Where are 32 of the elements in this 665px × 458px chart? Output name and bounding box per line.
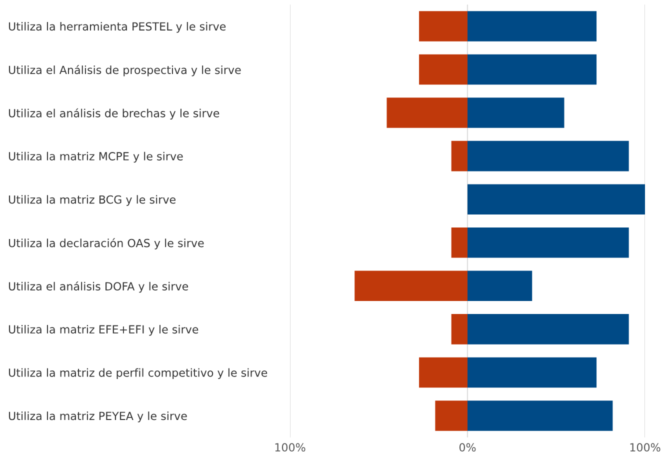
- y-tick-label: Utiliza la matriz MCPE y le sirve: [8, 152, 183, 163]
- bar: [468, 270, 532, 302]
- y-tick-label: Utiliza el análisis de brechas y le sirve: [8, 108, 220, 120]
- y-tick-label: Utiliza la matriz de perfil competitivo y le sirve: [8, 368, 268, 379]
- bar: [468, 400, 613, 431]
- bar: [451, 227, 468, 258]
- y-tick-label: Utiliza el análisis DOFA y le sirve: [8, 281, 188, 293]
- x-tick-label: 100%: [275, 443, 306, 452]
- y-tick-label: Utiliza la matriz BCG y le sirve: [8, 195, 176, 206]
- bar: [468, 184, 645, 214]
- y-tick-label: Utiliza la matriz EFE+EFI y le sirve: [8, 324, 198, 336]
- bar: [435, 400, 468, 431]
- y-tick-label: Utiliza la matriz PEYEA y le sirve: [8, 412, 187, 422]
- bar: [468, 357, 597, 388]
- bar: [419, 357, 468, 388]
- x-tick-label: 100%: [630, 443, 660, 452]
- y-tick-label: Utiliza la declaración OAS y le sirve: [8, 238, 204, 250]
- bar: [468, 314, 629, 344]
- bar: [468, 11, 597, 42]
- bar: [419, 11, 468, 42]
- bar: [451, 314, 468, 344]
- y-tick-label: Utiliza la herramienta PESTEL y le sirve: [8, 22, 226, 33]
- bar: [468, 227, 629, 258]
- bar: [386, 98, 468, 128]
- bar: [468, 140, 629, 172]
- x-tick-label: 0%: [459, 443, 476, 452]
- bar: [468, 54, 597, 85]
- bar: [419, 54, 468, 85]
- bar: [354, 270, 468, 302]
- bar: [468, 98, 564, 128]
- bar: [451, 140, 468, 172]
- y-tick-label: Utiliza el Análisis de prospectiva y le sirve: [8, 65, 241, 76]
